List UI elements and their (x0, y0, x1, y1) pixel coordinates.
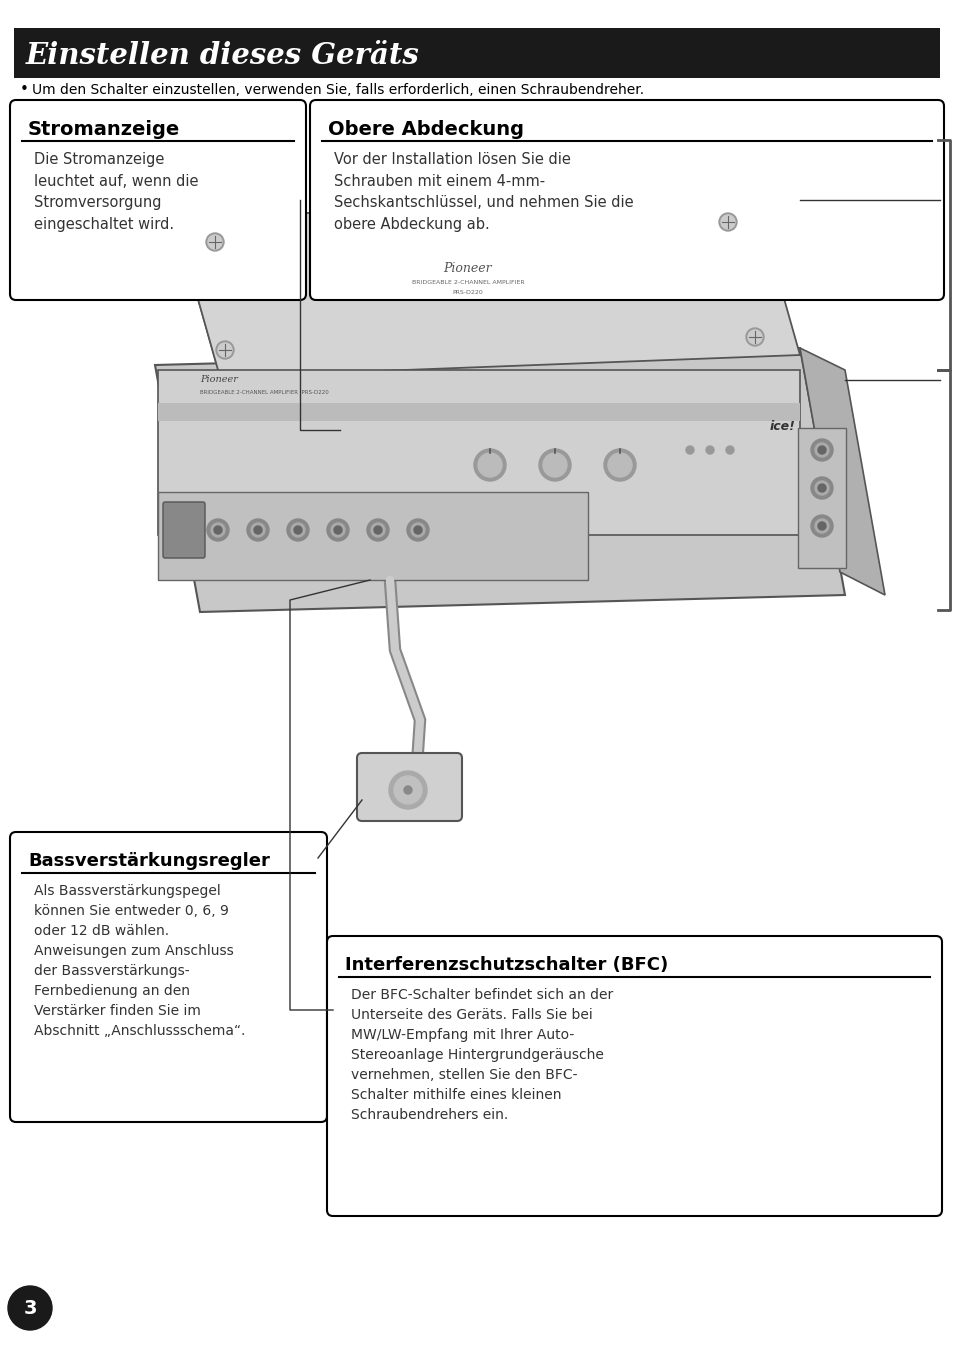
Circle shape (607, 453, 631, 477)
Text: 3: 3 (23, 1298, 37, 1317)
Text: Als Bassverstärkungspegel
können Sie entweder 0, 6, 9
oder 12 dB wählen.
Anweisu: Als Bassverstärkungspegel können Sie ent… (34, 883, 245, 1038)
Circle shape (719, 213, 737, 230)
Circle shape (817, 484, 825, 492)
Text: BRIDGEABLE 2-CHANNEL AMPLIFIER  PRS-D220: BRIDGEABLE 2-CHANNEL AMPLIFIER PRS-D220 (200, 390, 329, 396)
Text: Bassverstärkungsregler: Bassverstärkungsregler (28, 852, 270, 870)
Text: Die Stromanzeige
leuchtet auf, wenn die
Stromversorgung
eingeschaltet wird.: Die Stromanzeige leuchtet auf, wenn die … (34, 152, 198, 232)
Text: Vor der Installation lösen Sie die
Schrauben mit einem 4-mm-
Sechskantschlüssel,: Vor der Installation lösen Sie die Schra… (334, 152, 633, 232)
Circle shape (206, 233, 224, 251)
Text: ice!: ice! (769, 420, 795, 434)
Circle shape (705, 446, 713, 454)
Text: Einstellen dieses Geräts: Einstellen dieses Geräts (26, 42, 419, 70)
Circle shape (810, 439, 832, 461)
Circle shape (817, 522, 825, 530)
Text: PRS-D220: PRS-D220 (452, 290, 483, 295)
Circle shape (374, 526, 381, 534)
Circle shape (371, 523, 385, 537)
Circle shape (542, 453, 566, 477)
Circle shape (218, 343, 232, 356)
FancyBboxPatch shape (14, 28, 939, 79)
Circle shape (720, 215, 734, 229)
Circle shape (213, 526, 222, 534)
FancyBboxPatch shape (10, 100, 306, 299)
FancyBboxPatch shape (158, 370, 800, 535)
FancyBboxPatch shape (158, 402, 800, 421)
Circle shape (810, 515, 832, 537)
Circle shape (407, 519, 429, 541)
Circle shape (215, 341, 233, 359)
FancyBboxPatch shape (310, 100, 943, 299)
Text: •: • (20, 83, 29, 98)
Circle shape (538, 449, 571, 481)
Circle shape (603, 449, 636, 481)
Circle shape (477, 453, 501, 477)
Circle shape (8, 1286, 52, 1331)
Circle shape (685, 446, 693, 454)
FancyBboxPatch shape (158, 492, 587, 580)
Circle shape (208, 234, 222, 249)
Text: Pioneer: Pioneer (200, 375, 237, 383)
FancyBboxPatch shape (797, 428, 845, 568)
Circle shape (411, 523, 424, 537)
Text: BRIDGEABLE 2-CHANNEL AMPLIFIER: BRIDGEABLE 2-CHANNEL AMPLIFIER (412, 280, 524, 286)
Circle shape (331, 523, 345, 537)
Polygon shape (154, 348, 844, 612)
Circle shape (207, 519, 229, 541)
Text: Der BFC-Schalter befindet sich an der
Unterseite des Geräts. Falls Sie bei
MW/LW: Der BFC-Schalter befindet sich an der Un… (351, 988, 613, 1122)
FancyBboxPatch shape (327, 936, 941, 1215)
Text: Obere Abdeckung: Obere Abdeckung (328, 121, 523, 140)
Circle shape (394, 776, 421, 804)
Circle shape (403, 786, 412, 794)
Text: Pioneer: Pioneer (443, 262, 492, 275)
Circle shape (291, 523, 305, 537)
FancyBboxPatch shape (163, 501, 205, 558)
Circle shape (389, 771, 427, 809)
Circle shape (814, 481, 828, 495)
Circle shape (294, 526, 302, 534)
Text: Interferenzschutzschalter (BFC): Interferenzschutzschalter (BFC) (345, 957, 667, 974)
Circle shape (211, 523, 225, 537)
Circle shape (287, 519, 309, 541)
Circle shape (747, 331, 761, 344)
Circle shape (367, 519, 389, 541)
Circle shape (817, 446, 825, 454)
Circle shape (414, 526, 421, 534)
Circle shape (814, 443, 828, 457)
Polygon shape (800, 348, 884, 595)
Circle shape (810, 477, 832, 499)
Circle shape (247, 519, 269, 541)
Circle shape (725, 446, 733, 454)
Circle shape (334, 526, 341, 534)
Circle shape (253, 526, 262, 534)
Polygon shape (174, 218, 225, 383)
Circle shape (814, 519, 828, 533)
Circle shape (745, 328, 763, 346)
Polygon shape (174, 196, 800, 377)
Circle shape (251, 523, 265, 537)
Text: Stromanzeige: Stromanzeige (28, 121, 180, 140)
Circle shape (474, 449, 505, 481)
FancyBboxPatch shape (10, 832, 327, 1122)
Circle shape (327, 519, 349, 541)
FancyBboxPatch shape (356, 753, 461, 821)
Text: Um den Schalter einzustellen, verwenden Sie, falls erforderlich, einen Schrauben: Um den Schalter einzustellen, verwenden … (32, 83, 643, 98)
